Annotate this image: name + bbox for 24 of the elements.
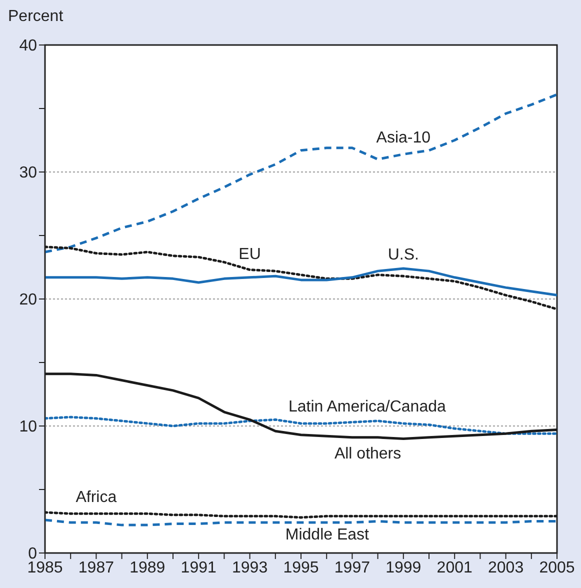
x-tick-label: 1987: [78, 559, 114, 576]
series-label: Asia-10: [376, 129, 431, 146]
x-tick-label: 2001: [436, 559, 472, 576]
x-tick-label: 1999: [386, 559, 422, 576]
line-series: [45, 416, 557, 435]
series-label: EU: [238, 246, 261, 264]
y-tick-label: 40: [19, 38, 38, 55]
y-axis-title: Percent: [8, 8, 64, 26]
x-tick-label: 2005: [539, 559, 575, 576]
x-tick-label: 2003: [488, 559, 524, 576]
x-tick-label: 1993: [232, 559, 268, 576]
x-tick-label: 1995: [283, 559, 319, 576]
series-label: U.S.: [388, 246, 419, 264]
x-tick-label: 1997: [334, 559, 370, 576]
series-label: Middle East: [285, 526, 370, 544]
x-tick-label: 1989: [130, 559, 166, 576]
series-label: Africa: [76, 488, 117, 506]
y-tick-label: 30: [19, 164, 38, 182]
y-tick-label: 20: [19, 292, 38, 309]
x-tick-label: 1991: [180, 559, 216, 576]
series-label: All others: [334, 446, 402, 463]
series-label: Latin America/Canada: [288, 398, 446, 416]
y-tick-label: 10: [19, 418, 38, 436]
line-series: [45, 267, 557, 296]
